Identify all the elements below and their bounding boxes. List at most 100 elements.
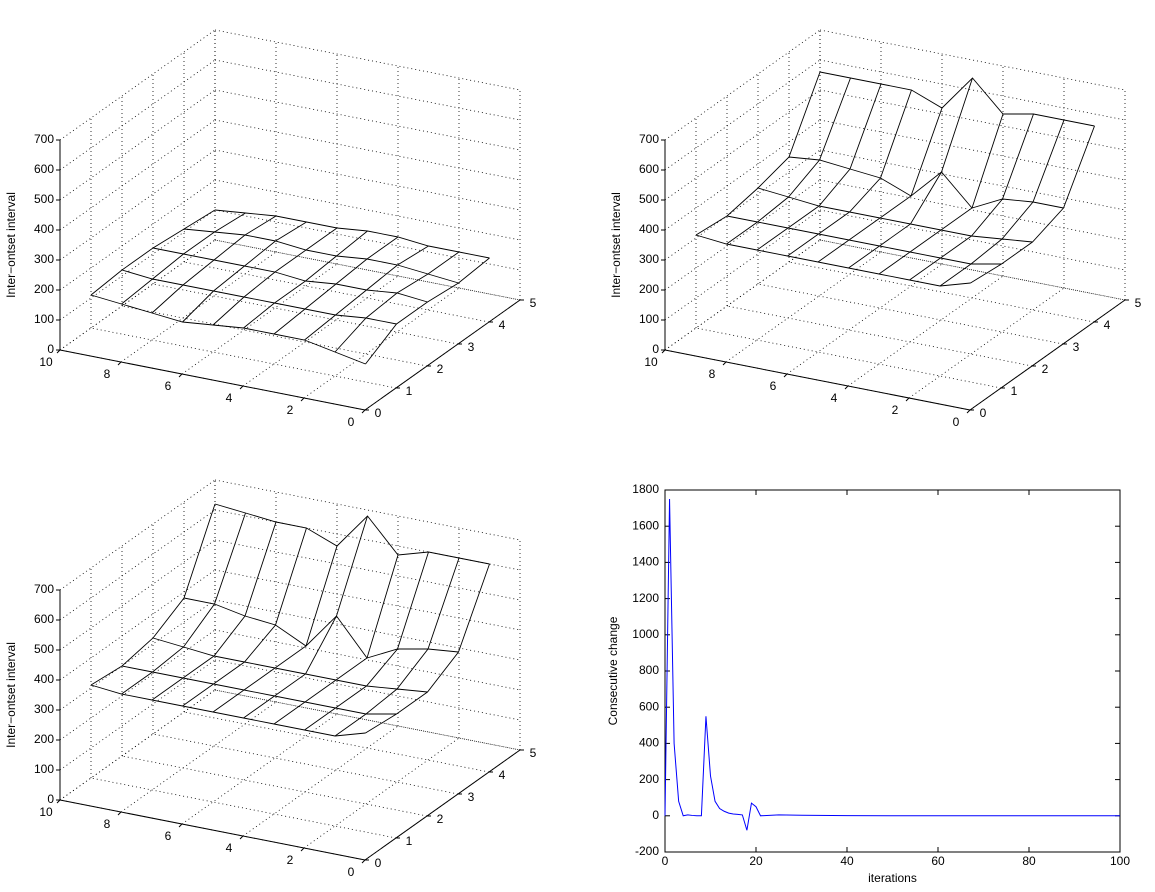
- x-tick-label: 2: [892, 403, 899, 417]
- grid-line: [819, 179, 1126, 241]
- z-tick-label: 700: [639, 132, 659, 146]
- grid-line: [59, 179, 216, 291]
- grid-line: [59, 509, 216, 621]
- grid-line: [59, 539, 216, 651]
- y-tick-label: 0: [652, 808, 659, 822]
- grid-line: [59, 149, 216, 261]
- mesh-column: [726, 77, 851, 245]
- z-tick-label: 200: [639, 282, 659, 296]
- mesh-column: [304, 245, 429, 341]
- x-tick-label: 60: [931, 854, 945, 868]
- grid-line: [90, 777, 397, 839]
- y-tick-label: 4: [499, 318, 506, 332]
- mesh-column: [273, 236, 399, 335]
- y-tick-label: 3: [1073, 340, 1080, 354]
- z-tick-label: 100: [34, 312, 54, 326]
- z-tick-label: 100: [34, 762, 54, 776]
- x-tick-label: 6: [165, 379, 172, 393]
- tick-mark: [361, 409, 366, 414]
- z-tick-label: 300: [34, 252, 54, 266]
- x-tick-label: 100: [1110, 854, 1130, 868]
- z-tick-label: 600: [639, 162, 659, 176]
- axis-line: [59, 349, 366, 411]
- mesh-column: [212, 545, 338, 713]
- mesh-row: [90, 684, 366, 737]
- grid-line: [819, 209, 1126, 271]
- mesh-column: [304, 551, 429, 731]
- grid-line: [695, 327, 1002, 389]
- x-tick-label: 0: [953, 415, 960, 429]
- y-tick-label: 1000: [632, 627, 659, 641]
- grid-line: [214, 599, 521, 661]
- mesh-row: [819, 71, 1095, 127]
- grid-line: [819, 89, 1126, 151]
- x-tick-label: 4: [226, 391, 233, 405]
- grid-line: [59, 29, 216, 141]
- y-tick-label: 1600: [632, 518, 659, 532]
- z-tick-label: 0: [47, 342, 54, 356]
- x-tick-label: 10: [39, 355, 53, 369]
- tick-mark: [905, 397, 910, 402]
- grid-line: [664, 149, 821, 261]
- y-tick-label: 1800: [632, 482, 659, 496]
- grid-line: [59, 599, 216, 711]
- grid-line: [181, 263, 338, 375]
- tick-mark: [178, 823, 183, 828]
- grid-line: [59, 659, 216, 771]
- y-tick-label: 3: [468, 790, 475, 804]
- z-tick-label: 300: [34, 702, 54, 716]
- x-tick-label: 10: [644, 355, 658, 369]
- mesh-column: [334, 557, 460, 737]
- z-axis-title: Inter−ontset interval: [4, 192, 18, 298]
- z-tick-label: 500: [34, 192, 54, 206]
- grid-line: [59, 569, 216, 681]
- z-tick-label: 700: [34, 582, 54, 596]
- x-tick-label: 8: [709, 367, 716, 381]
- mesh-column: [334, 251, 460, 353]
- z-axis-title: Inter−ontset interval: [609, 192, 623, 298]
- mesh-column: [90, 209, 216, 296]
- axis-line: [664, 349, 971, 411]
- z-tick-label: 0: [47, 792, 54, 806]
- z-tick-label: 400: [639, 222, 659, 236]
- x-tick-label: 8: [104, 817, 111, 831]
- mesh-column: [365, 257, 490, 365]
- y-tick-label: 0: [375, 406, 382, 420]
- grid-line: [214, 59, 521, 121]
- grid-line: [121, 755, 428, 817]
- z-tick-label: 400: [34, 672, 54, 686]
- x-tick-label: 4: [226, 841, 233, 855]
- mesh-row: [183, 228, 459, 284]
- x-tick-label: 4: [831, 391, 838, 405]
- mesh-column: [848, 77, 973, 269]
- mesh-row: [214, 503, 490, 565]
- z-tick-label: 400: [34, 222, 54, 236]
- y-tick-label: 5: [530, 296, 537, 310]
- grid-line: [786, 263, 943, 375]
- y-axis-title: Consecutive change: [606, 616, 620, 725]
- mesh-column: [182, 527, 307, 707]
- x-tick-label: 0: [662, 854, 669, 868]
- tick-mark: [361, 859, 366, 864]
- x-tick-label: 6: [165, 829, 172, 843]
- axis-line: [59, 799, 366, 861]
- grid-line: [214, 479, 521, 541]
- mesh-row: [183, 597, 459, 659]
- grid-line: [120, 701, 277, 813]
- y-tick-label: 200: [639, 772, 659, 786]
- grid-line: [788, 261, 1095, 323]
- y-tick-label: 800: [639, 663, 659, 677]
- axis-line: [364, 299, 521, 411]
- tick-mark: [966, 409, 971, 414]
- mesh-column: [756, 83, 882, 251]
- y-tick-label: 1: [1011, 384, 1018, 398]
- x-tick-label: 20: [749, 854, 763, 868]
- mesh-row: [121, 665, 397, 715]
- grid-line: [214, 149, 521, 211]
- y-tick-label: 2: [437, 812, 444, 826]
- y-tick-label: 1400: [632, 555, 659, 569]
- grid-line: [726, 305, 1033, 367]
- y-tick-label: -200: [635, 844, 659, 858]
- tick-mark: [722, 361, 727, 366]
